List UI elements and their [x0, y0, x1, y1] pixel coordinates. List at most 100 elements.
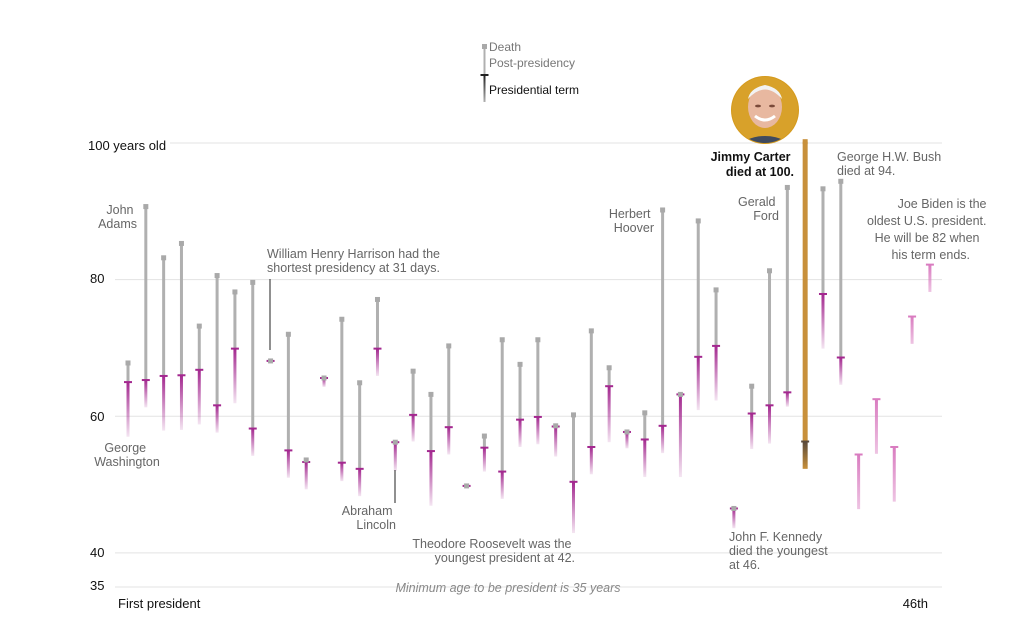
death-marker-39 — [802, 139, 808, 145]
president-bar-16 — [391, 439, 400, 471]
death-marker-8 — [250, 279, 256, 285]
term-end-tick-19 — [444, 426, 453, 429]
death-marker-32 — [677, 391, 683, 397]
x-label-last: 46th — [903, 596, 928, 611]
term-end-tick-1 — [124, 381, 132, 384]
death-marker-34 — [713, 287, 719, 293]
annotation-biden: Joe Biden is the oldest U.S. president. … — [867, 197, 990, 262]
term-line-26 — [572, 481, 575, 534]
death-marker-3 — [161, 255, 167, 261]
death-marker-20 — [464, 483, 470, 489]
death-marker-31 — [660, 207, 666, 213]
annotation-ford: Gerald Ford — [738, 195, 779, 223]
post-presidency-line-26 — [572, 414, 575, 482]
president-bar-2 — [141, 204, 150, 408]
term-line-16 — [393, 442, 397, 471]
y-tick-80: 80 — [90, 271, 104, 286]
president-bar-34 — [712, 287, 721, 401]
grid-lines — [115, 142, 942, 588]
term-end-tick-18 — [426, 450, 435, 453]
president-bar-32 — [676, 391, 685, 478]
term-end-tick-21 — [480, 446, 489, 449]
death-marker-37 — [767, 268, 773, 274]
president-bar-17 — [409, 368, 418, 442]
term-line-24 — [536, 416, 540, 445]
president-bar-38 — [783, 184, 792, 407]
term-end-tick-5 — [195, 368, 204, 371]
term-end-tick-30 — [640, 438, 649, 441]
annotation-adams: John Adams — [98, 203, 137, 231]
post-presidency-line-19 — [447, 345, 451, 428]
death-marker-23 — [517, 361, 523, 367]
post-presidency-line-28 — [607, 367, 611, 387]
term-end-tick-24 — [533, 415, 542, 418]
term-line-11 — [304, 462, 308, 490]
president-bar-1 — [124, 360, 132, 437]
term-end-tick-38 — [783, 391, 792, 394]
president-bar-30 — [640, 410, 649, 478]
president-bar-41 — [836, 178, 845, 385]
term-end-tick-41 — [836, 356, 845, 359]
term-line-28 — [607, 386, 611, 443]
term-end-tick-36 — [747, 412, 756, 415]
term-line-19 — [447, 427, 451, 455]
term-line-35 — [732, 508, 736, 529]
term-line-42 — [857, 454, 861, 510]
president-bar-40 — [818, 186, 827, 349]
president-bar-20 — [462, 483, 471, 489]
term-line-41 — [839, 357, 843, 385]
death-marker-26 — [571, 412, 576, 418]
annotation-kennedy: John F. Kennedy died the youngest at 46. — [729, 530, 831, 572]
death-marker-29 — [624, 429, 630, 435]
president-bar-44 — [890, 445, 899, 502]
term-end-tick-6 — [213, 404, 222, 407]
annotation-carter: Jimmy Carter died at 100. — [711, 150, 794, 179]
president-bar-15 — [373, 296, 382, 376]
y-axis: 100 years old 80 60 40 35 — [88, 138, 166, 593]
term-line-27 — [589, 446, 593, 475]
death-marker-41 — [838, 178, 844, 184]
post-presidency-line-6 — [215, 275, 219, 406]
term-end-tick-39 — [801, 440, 810, 443]
term-end-tick-14 — [355, 467, 364, 470]
death-marker-1 — [125, 360, 131, 366]
president-bar-45 — [908, 315, 917, 344]
post-presidency-line-21 — [482, 436, 486, 448]
legend-term-tick — [480, 74, 489, 76]
president-bar-11 — [302, 457, 311, 490]
annotation-bush: George H.W. Bush died at 94. — [837, 150, 945, 178]
president-bar-22 — [498, 337, 507, 499]
post-presidency-line-18 — [429, 394, 433, 452]
president-bar-39 — [801, 139, 810, 469]
term-line-17 — [411, 414, 415, 442]
term-end-tick-17 — [409, 413, 418, 416]
term-line-5 — [197, 369, 201, 425]
death-marker-13 — [339, 316, 345, 322]
term-end-tick-13 — [337, 461, 346, 464]
term-line-13 — [340, 462, 344, 482]
post-presidency-line-38 — [785, 187, 789, 393]
president-bar-19 — [444, 343, 453, 455]
post-presidency-line-39 — [802, 141, 808, 442]
post-presidency-line-22 — [500, 339, 504, 472]
president-bar-26 — [569, 412, 578, 534]
president-bar-13 — [337, 316, 346, 482]
y-tick-35: 35 — [90, 578, 104, 593]
death-marker-21 — [481, 433, 487, 439]
term-line-39 — [802, 441, 808, 469]
president-bar-3 — [159, 255, 168, 431]
death-marker-14 — [357, 380, 363, 386]
term-end-tick-28 — [605, 385, 614, 388]
death-marker-35 — [731, 505, 737, 511]
term-end-tick-4 — [177, 374, 186, 377]
post-presidency-line-41 — [839, 181, 843, 358]
post-presidency-line-5 — [197, 326, 201, 370]
term-end-tick-44 — [890, 445, 899, 448]
term-line-30 — [643, 439, 647, 478]
post-presidency-line-7 — [233, 291, 237, 349]
post-presidency-line-34 — [714, 289, 718, 346]
term-end-tick-2 — [141, 379, 150, 382]
term-end-tick-42 — [854, 453, 863, 456]
term-line-12 — [322, 378, 326, 387]
president-bar-24 — [533, 337, 542, 445]
